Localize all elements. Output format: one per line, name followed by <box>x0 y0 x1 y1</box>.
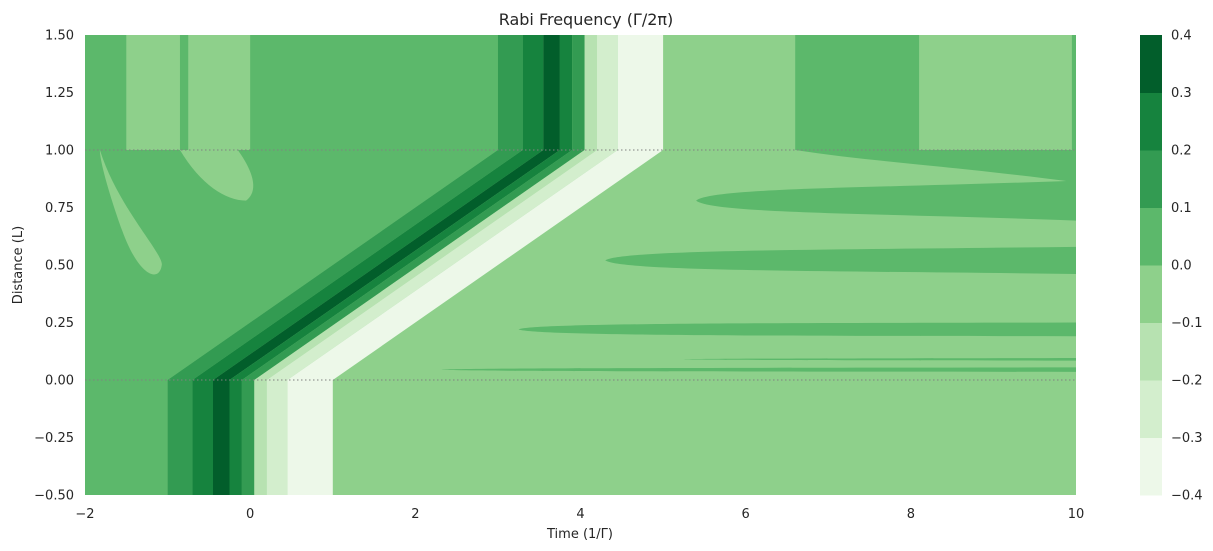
y-axis-ticks: −0.50 −0.25 0.00 0.25 0.50 0.75 1.00 1.25 1.50 <box>34 29 74 504</box>
colorbar-tick-label: 0.3 <box>1171 86 1192 101</box>
colorbar-segment <box>1140 207 1162 266</box>
colorbar-tick-label: 0.4 <box>1171 29 1192 44</box>
pulse-band <box>266 35 618 495</box>
echo-streak <box>518 322 1076 337</box>
y-tick-label: 0.00 <box>45 374 74 389</box>
echo-streak <box>795 150 1076 183</box>
y-tick-label: 1.00 <box>45 144 74 159</box>
x-tick-label: 2 <box>411 507 419 522</box>
chart-title: Rabi Frequency (Γ/2π) <box>499 10 674 29</box>
contour-lobe <box>179 150 254 201</box>
y-tick-label: 0.75 <box>45 201 74 216</box>
colorbar-ticks: −0.4 −0.3 −0.2 −0.1 0.0 0.1 0.2 0.3 0.4 <box>1171 29 1203 504</box>
colorbar-segment <box>1140 265 1162 323</box>
contour-lobe <box>126 35 180 150</box>
colorbar-segment <box>1140 322 1162 381</box>
echo-streak <box>440 367 1076 372</box>
y-tick-label: 0.25 <box>45 316 74 331</box>
y-tick-label: −0.50 <box>34 489 74 504</box>
y-tick-label: 1.50 <box>45 29 74 44</box>
medium-boundary-lines <box>85 149 1076 381</box>
x-axis-ticks: −2 0 2 4 6 8 10 <box>75 507 1084 522</box>
x-tick-label: 8 <box>907 507 915 522</box>
colorbar-tick-label: 0.1 <box>1171 201 1192 216</box>
colorbar-segment <box>1140 92 1162 151</box>
colorbar-segment <box>1140 35 1162 93</box>
pulse-band <box>287 35 664 495</box>
x-tick-label: −2 <box>75 507 94 522</box>
pulse-band <box>192 35 544 495</box>
x-axis-label: Time (1/Γ) <box>546 527 613 542</box>
x-tick-label: 4 <box>576 507 584 522</box>
y-tick-label: −0.25 <box>34 431 74 446</box>
contour-region <box>795 35 920 150</box>
colorbar-tick-label: −0.1 <box>1171 316 1203 331</box>
contour-region <box>1071 35 1076 150</box>
colorbar <box>1140 35 1162 496</box>
colorbar-tick-label: −0.2 <box>1171 374 1203 389</box>
x-tick-label: 6 <box>742 507 750 522</box>
pulse-band <box>241 35 585 495</box>
x-tick-label: 10 <box>1068 507 1085 522</box>
contour-lobe <box>99 150 162 275</box>
colorbar-tick-label: 0.2 <box>1171 144 1192 159</box>
echo-streak <box>605 246 1076 274</box>
echo-streak <box>679 357 1076 361</box>
colorbar-tick-label: 0.0 <box>1171 259 1192 274</box>
contour-plot-area <box>85 35 1076 495</box>
colorbar-segment <box>1140 437 1162 496</box>
colorbar-tick-label: −0.3 <box>1171 431 1203 446</box>
y-axis-label: Distance (L) <box>11 226 26 304</box>
pulse-band <box>229 35 573 495</box>
y-tick-label: 1.25 <box>45 86 74 101</box>
colorbar-segment <box>1140 150 1162 208</box>
colorbar-segment <box>1140 380 1162 438</box>
echo-streak <box>696 180 1076 221</box>
contour-lobe <box>188 35 251 150</box>
colorbar-tick-label: −0.4 <box>1171 489 1203 504</box>
x-tick-label: 0 <box>246 507 254 522</box>
pulse-band <box>213 35 560 495</box>
pulse-band <box>167 35 523 495</box>
pulse-band <box>254 35 598 495</box>
y-tick-label: 0.50 <box>45 259 74 274</box>
